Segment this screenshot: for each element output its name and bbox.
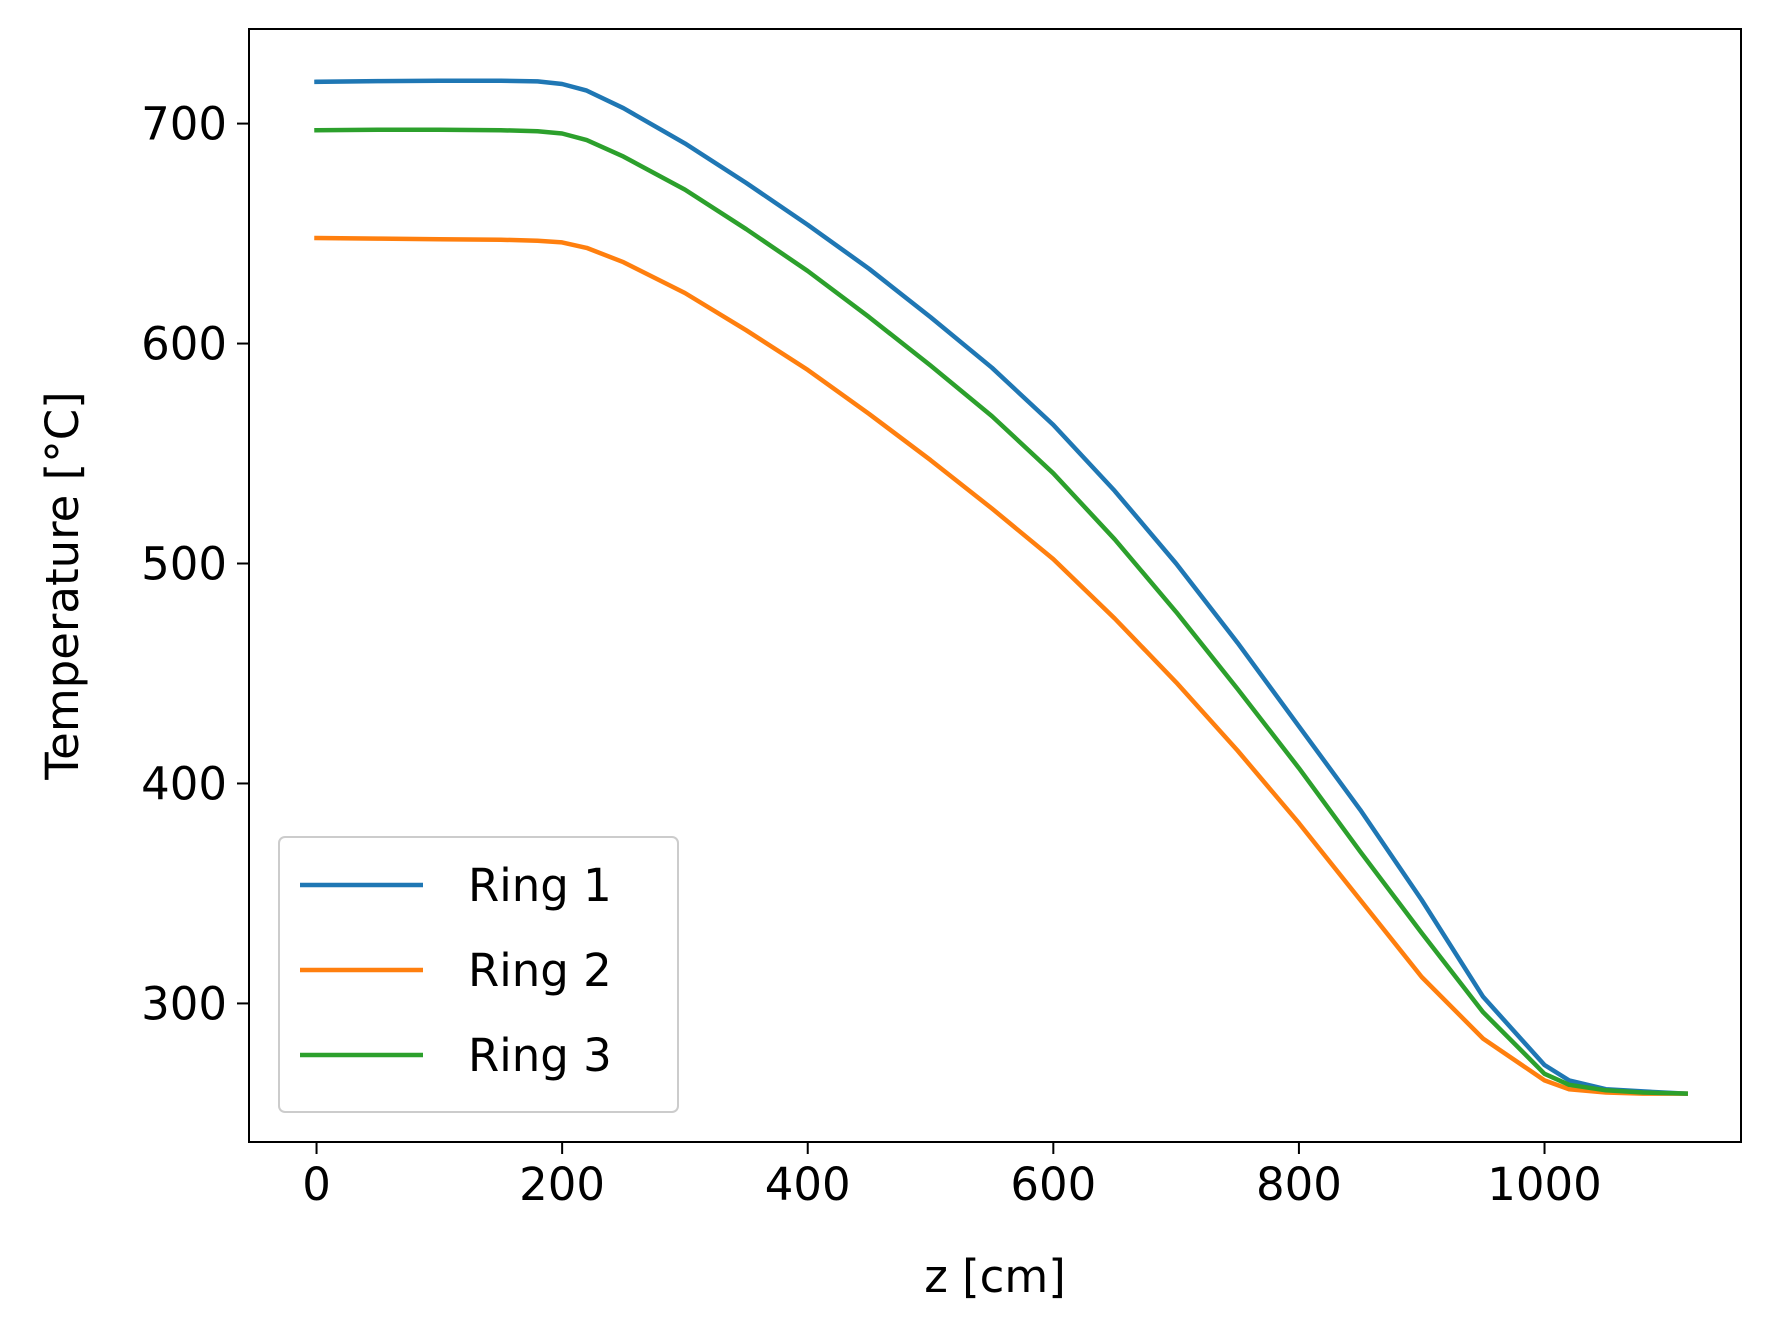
- x-axis: 0 200 400 600 800 1000: [302, 1142, 1602, 1211]
- series-layer: [314, 78, 1689, 1096]
- x-tick-label: 0: [302, 1158, 331, 1211]
- y-tick-label: 500: [141, 538, 227, 591]
- y-tick-label: 400: [141, 757, 227, 810]
- x-tick-label: 200: [519, 1158, 605, 1211]
- x-tick-label: 1000: [1487, 1158, 1602, 1211]
- series-line-ring-3: [314, 127, 1689, 1096]
- y-tick-label: 700: [141, 98, 227, 151]
- x-tick-label: 600: [1010, 1158, 1096, 1211]
- legend-box: [278, 836, 679, 1113]
- y-axis: 300 400 500 600 700: [141, 98, 249, 1030]
- y-axis-title: Temperature [°C]: [36, 391, 89, 780]
- x-axis-title: z [cm]: [924, 1250, 1066, 1303]
- x-tick-label: 800: [1256, 1158, 1342, 1211]
- y-tick-label: 300: [141, 977, 227, 1030]
- series-line-ring-1: [314, 78, 1689, 1096]
- x-tick-label: 400: [765, 1158, 851, 1211]
- legend-label-ring-2: Ring 2: [468, 944, 612, 997]
- legend: Ring 1 Ring 2 Ring 3: [278, 836, 679, 1113]
- legend-label-ring-1: Ring 1: [468, 859, 612, 912]
- y-tick-label: 600: [141, 318, 227, 371]
- series-line-ring-2: [314, 235, 1688, 1096]
- legend-label-ring-3: Ring 3: [468, 1029, 612, 1082]
- plot-area-frame: [248, 28, 1742, 1143]
